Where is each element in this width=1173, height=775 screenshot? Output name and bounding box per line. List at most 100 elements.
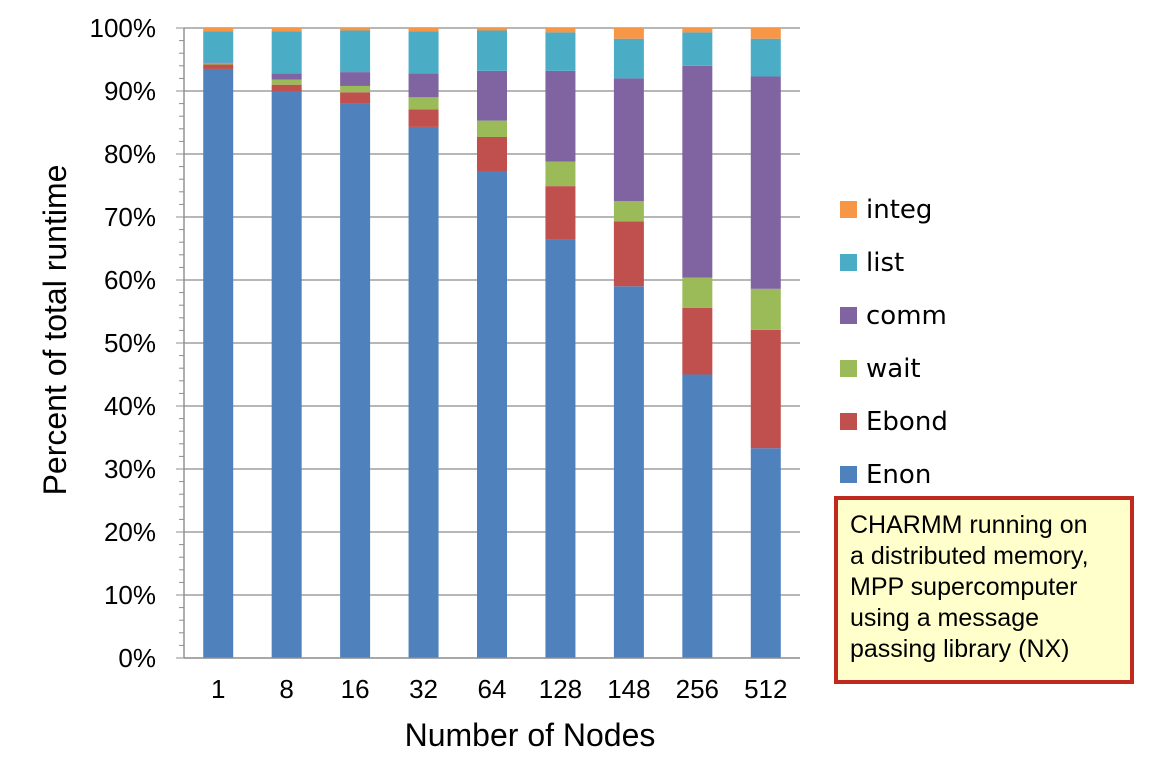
- y-tick-label: 0%: [118, 643, 156, 673]
- bar-segment-integ: [340, 28, 371, 31]
- bar-segment-enon: [408, 126, 439, 658]
- bar-segment-integ: [750, 28, 781, 39]
- x-axis-ticks: 1 8 16 32 64 128 148 256 512: [211, 674, 787, 704]
- y-axis-title: Percent of total runtime: [37, 165, 73, 496]
- annotation-box: CHARMM running on a distributed memory, …: [834, 496, 1134, 684]
- bar-segment-enon: [477, 171, 507, 658]
- bar-segment-enon: [613, 286, 644, 658]
- bar-segment-integ: [545, 28, 576, 33]
- bar-segment-enon: [271, 91, 302, 658]
- bar-segment-ebond: [613, 221, 644, 287]
- legend-label-enon: Enon: [866, 460, 931, 490]
- x-axis-title: Number of Nodes: [405, 717, 656, 753]
- x-tick-label: 16: [341, 674, 370, 704]
- bar-segment-comm: [750, 76, 781, 289]
- bar-segment-enon: [203, 68, 234, 658]
- bar-segment-comm: [613, 78, 644, 202]
- bar-segment-wait: [613, 201, 644, 222]
- annotation-line: passing library (NX): [850, 635, 1070, 663]
- legend-swatch-enon: [840, 466, 857, 483]
- bar-segment-ebond: [408, 109, 439, 127]
- legend-label-integ: integ: [866, 195, 932, 225]
- y-tick-label: 10%: [104, 580, 156, 610]
- bar-segment-comm: [477, 70, 507, 121]
- legend-swatch-comm: [840, 307, 857, 324]
- bar-segment-enon: [545, 239, 576, 659]
- bar-segment-ebond: [271, 84, 302, 91]
- bar-segment-list: [545, 32, 576, 71]
- x-tick-label: 1: [211, 674, 225, 704]
- bar-segment-list: [203, 31, 234, 63]
- bar-segment-list: [271, 31, 302, 74]
- y-tick-label: 80%: [104, 139, 156, 169]
- bar-segment-integ: [682, 28, 713, 33]
- bar-segment-integ: [203, 28, 234, 32]
- bar-segment-ebond: [682, 307, 713, 375]
- legend-label-list: list: [866, 248, 904, 278]
- bar-segment-comm: [340, 72, 371, 86]
- y-tick-label: 70%: [104, 202, 156, 232]
- bar-segment-wait: [682, 277, 713, 308]
- bar-segment-enon: [750, 448, 781, 658]
- y-tick-label: 20%: [104, 517, 156, 547]
- bar-segment-integ: [271, 28, 302, 32]
- bars: [203, 28, 781, 659]
- bar-segment-wait: [477, 120, 507, 137]
- legend-label-ebond: Ebond: [866, 407, 948, 437]
- bar-segment-integ: [613, 28, 644, 39]
- legend-swatch-wait: [840, 360, 857, 377]
- y-tick-label: 90%: [104, 76, 156, 106]
- bar-segment-wait: [271, 79, 302, 85]
- bar-segment-list: [613, 38, 644, 79]
- annotation-line: a distributed memory,: [850, 542, 1089, 570]
- legend-label-comm: comm: [866, 301, 947, 331]
- bar-segment-integ: [477, 28, 507, 31]
- y-tick-label: 30%: [104, 454, 156, 484]
- y-tick-label: 100%: [90, 13, 157, 43]
- bar-segment-wait: [340, 85, 371, 93]
- x-tick-label: 128: [539, 674, 582, 704]
- annotation-line: using a message: [850, 604, 1040, 632]
- bar-segment-ebond: [477, 136, 507, 172]
- bar-segment-wait: [408, 97, 439, 110]
- bar-segment-comm: [271, 73, 302, 80]
- x-tick-label: 32: [409, 674, 438, 704]
- x-tick-label: 512: [744, 674, 787, 704]
- bar-segment-wait: [545, 161, 576, 187]
- bar-segment-list: [682, 32, 713, 66]
- bar-segment-ebond: [545, 186, 576, 240]
- x-tick-label: 256: [676, 674, 719, 704]
- bar-segment-enon: [682, 374, 713, 658]
- y-tick-label: 50%: [104, 328, 156, 358]
- bar-segment-ebond: [750, 329, 781, 449]
- bar-segment-comm: [408, 73, 439, 98]
- y-tick-label: 40%: [104, 391, 156, 421]
- bar-segment-list: [477, 30, 507, 71]
- bar-segment-wait: [750, 288, 781, 330]
- bar-segment-enon: [340, 103, 371, 659]
- bar-segment-wait: [203, 63, 234, 65]
- bar-segment-comm: [682, 65, 713, 278]
- bar-segment-integ: [408, 28, 439, 32]
- bar-segment-ebond: [340, 92, 371, 104]
- annotation-line: CHARMM running on: [850, 511, 1088, 539]
- bar-segment-list: [340, 30, 371, 73]
- bar-segment-list: [750, 38, 781, 77]
- x-tick-label: 148: [607, 674, 650, 704]
- axes: [176, 27, 800, 659]
- x-tick-label: 8: [279, 674, 293, 704]
- bar-segment-comm: [545, 70, 576, 162]
- bar-segment-list: [408, 31, 439, 74]
- x-tick-label: 64: [478, 674, 507, 704]
- legend-label-wait: wait: [866, 354, 921, 384]
- legend-swatch-ebond: [840, 413, 857, 430]
- legend-swatch-list: [840, 254, 857, 271]
- bar-segment-comm: [203, 62, 234, 64]
- legend-swatch-integ: [840, 201, 857, 218]
- y-axis-ticks: 0% 10% 20% 30% 40% 50% 60% 70% 80% 90% 100%: [90, 13, 157, 673]
- bar-segment-ebond: [203, 64, 234, 69]
- y-tick-label: 60%: [104, 265, 156, 295]
- annotation-line: MPP supercomputer: [850, 573, 1078, 601]
- legend: integ list comm wait Ebond Enon: [840, 195, 948, 490]
